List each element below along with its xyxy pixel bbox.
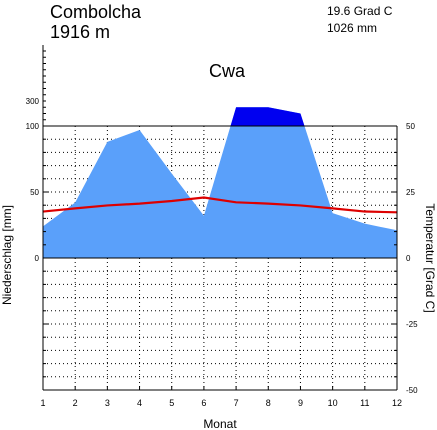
header: Combolcha 1916 m 19.6 Grad C 1026 mm Cwa — [50, 2, 393, 81]
x-tick-label: 11 — [360, 398, 369, 408]
x-tick-label: 3 — [105, 398, 110, 408]
x-tick-label: 12 — [392, 398, 402, 408]
right-tick-label: 50 — [406, 122, 415, 131]
x-tick-label: 10 — [328, 398, 338, 408]
right-tick-label: 0 — [406, 254, 411, 263]
x-axis-title: Monat — [203, 417, 237, 430]
annual-precipitation: 1026 mm — [327, 21, 377, 35]
x-tick-label: 1 — [40, 398, 45, 408]
temperature-line — [42, 196, 398, 214]
right-tick-label: -50 — [406, 386, 418, 395]
axis-ticks — [42, 50, 398, 391]
x-tick-label: 8 — [266, 398, 271, 408]
right-tick-label: 25 — [406, 188, 415, 197]
precipitation-mark — [43, 107, 397, 258]
mean-temperature: 19.6 Grad C — [327, 4, 393, 18]
right-tick-label: -25 — [406, 320, 418, 329]
y-axis-right-title: Temperatur [Grad C] — [423, 203, 437, 312]
x-tick-label: 5 — [169, 398, 174, 408]
left-tick-label: 0 — [35, 254, 40, 263]
left-tick-label: 100 — [26, 122, 40, 131]
left-tick-label: 50 — [30, 188, 39, 197]
x-tick-label: 9 — [298, 398, 303, 408]
x-tick-label: 4 — [137, 398, 142, 408]
x-tick-label: 6 — [201, 398, 206, 408]
station-elevation: 1916 m — [50, 22, 110, 42]
chart-title: Cwa — [209, 61, 246, 81]
left-tick-label: 300 — [26, 97, 40, 106]
x-tick-label: 7 — [234, 398, 239, 408]
temperature-series-line — [42, 196, 398, 214]
y-axis-left-title: Niederschlag [mm] — [0, 205, 14, 305]
x-tick-label: 2 — [73, 398, 78, 408]
station-name: Combolcha — [50, 2, 142, 22]
